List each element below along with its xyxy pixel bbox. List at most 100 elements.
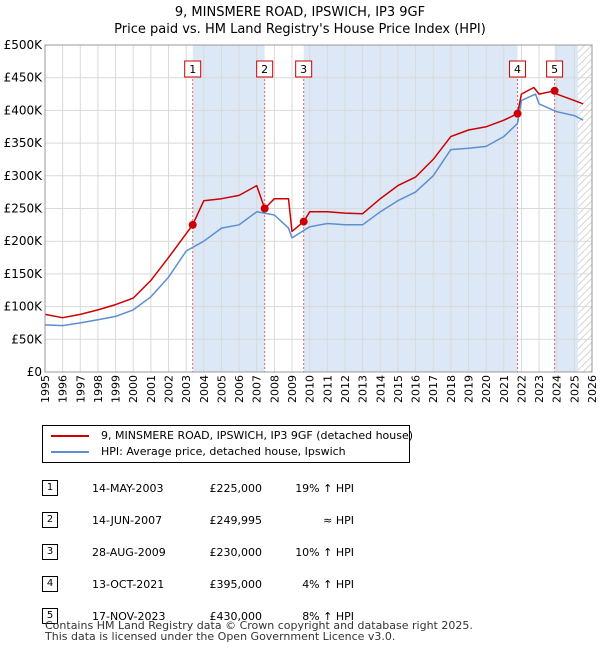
x-tick-label: 2015 [392,375,405,403]
sale-label: 3 [295,60,313,78]
x-tick-label: 2019 [462,375,475,403]
y-tick-label: £150K [4,267,44,281]
x-tick-label: 2010 [304,375,317,403]
sale-label-box [184,60,202,78]
x-tick-label: 2012 [339,375,352,403]
legend-swatch-hpi [51,451,89,453]
sale-row: 5 17-NOV-2023 £430,000 8% ↑ HPI [42,600,354,632]
footer-line: This data is licensed under the Open Gov… [45,630,396,643]
sale-label-text: 1 [189,63,196,76]
legend-swatch-property [51,435,89,437]
property-price-line [44,86,584,319]
sale-date: 17-NOV-2023 [92,609,166,623]
x-tick-label: 2003 [180,375,193,403]
sale-date: 14-JUN-2007 [92,513,163,527]
x-tick-label: 2014 [374,375,387,403]
y-tick-label: £300K [4,169,44,183]
sale-label: 1 [184,60,202,78]
sale-point [550,86,559,95]
plot-border [44,44,593,373]
footer-line: Contains HM Land Registry data © Crown c… [45,619,473,632]
sale-label-box [256,60,274,78]
x-tick-label: 2000 [127,375,140,403]
x-tick-label: 2026 [586,375,599,403]
sales-table: 1 14-MAY-2003 £225,000 19% ↑ HPI 2 14-JU… [42,472,354,632]
sale-label-text: 4 [514,63,521,76]
x-tick-label: 2022 [515,375,528,403]
y-tick-label: £500K [4,38,44,52]
x-tick-label: 2011 [321,375,334,403]
x-tick-label: 2021 [498,375,511,403]
sale-row: 1 14-MAY-2003 £225,000 19% ↑ HPI [42,472,354,504]
y-tick-label: £100K [4,300,44,314]
x-tick-label: 2023 [533,375,546,403]
sale-row: 2 14-JUN-2007 £249,995 ≈ HPI [42,504,354,536]
x-tick-label: 2004 [198,375,211,403]
sale-number-badge: 3 [42,544,58,560]
legend-label-hpi: HPI: Average price, detached house, Ipsw… [101,445,346,458]
sale-label-box [295,60,313,78]
x-tick-label: 1995 [39,375,52,403]
x-tick-label: 2017 [427,375,440,403]
sale-hpi-diff: 10% ↑ HPI [295,545,354,559]
footer-attribution: Contains HM Land Registry data © Crown c… [45,620,473,642]
sale-point [260,204,269,213]
sale-hpi-diff: 19% ↑ HPI [295,481,354,495]
x-tick-label: 1996 [57,375,70,403]
sale-row: 3 28-AUG-2009 £230,000 10% ↑ HPI [42,536,354,568]
sale-number-badge: 5 [42,608,58,624]
sale-hpi-diff: 4% ↑ HPI [302,577,354,591]
price-chart: 1 2 3 4 5 £0 £50K £100K £150K £200K £250K £300K £350… [4,38,599,403]
sale-row: 4 13-OCT-2021 £395,000 4% ↑ HPI [42,568,354,600]
y-tick-label: £250K [4,202,44,216]
x-tick-label: 2007 [251,375,264,403]
y-tick-label: £200K [4,234,44,248]
sale-label-text: 3 [300,63,307,76]
sale-label-box [509,60,527,78]
sale-number-badge: 4 [42,576,58,592]
sale-label-box [546,60,564,78]
chart-title-address: 9, MINSMERE ROAD, IPSWICH, IP3 9GF [174,5,426,20]
sale-price: £249,995 [209,513,263,527]
sale-point [188,220,197,229]
sale-hpi-diff: 8% ↑ HPI [302,609,354,623]
sale-price: £225,000 [209,481,263,495]
x-tick-label: 1998 [92,375,105,403]
sale-hpi-diff: ≈ HPI [323,513,354,527]
x-tick-label: 1997 [74,375,87,403]
sale-label: 5 [546,60,564,78]
x-tick-label: 2008 [268,375,281,403]
sale-price: £230,000 [209,545,263,559]
sale-date: 14-MAY-2003 [92,481,164,495]
sale-price: £430,000 [209,609,263,623]
chart-title: Price paid vs. HM Land Registry's House … [114,22,486,37]
y-tick-label: £0 [27,365,42,379]
x-tick-label: 2016 [410,375,423,403]
y-tick-label: £350K [4,136,44,150]
chart-legend: 9, MINSMERE ROAD, IPSWICH, IP3 9GF (deta… [42,425,414,463]
sale-date: 28-AUG-2009 [92,545,166,559]
x-tick-label: 1999 [110,375,123,403]
sale-label-text: 2 [261,63,268,76]
x-tick-label: 2018 [445,375,458,403]
sale-date: 13-OCT-2021 [92,577,165,591]
sale-number-badge: 2 [42,512,58,528]
x-tick-label: 2002 [163,375,176,403]
y-tick-label: £450K [4,71,44,85]
legend-label-property: 9, MINSMERE ROAD, IPSWICH, IP3 9GF (deta… [101,429,414,442]
x-tick-label: 2001 [145,375,158,403]
sale-price: £395,000 [209,577,263,591]
x-tick-label: 2025 [568,375,581,403]
y-tick-label: £50K [11,332,43,346]
sale-label-text: 5 [551,63,558,76]
sale-point [299,217,308,226]
x-tick-label: 2006 [233,375,246,403]
x-tick-label: 2024 [551,375,564,403]
x-tick-label: 2009 [286,375,299,403]
x-tick-label: 2020 [480,375,493,403]
x-tick-label: 2005 [215,375,228,403]
sale-point [513,109,522,118]
x-tick-label: 2013 [357,375,370,403]
sale-number-badge: 1 [42,480,58,496]
y-tick-label: £400K [4,103,44,117]
